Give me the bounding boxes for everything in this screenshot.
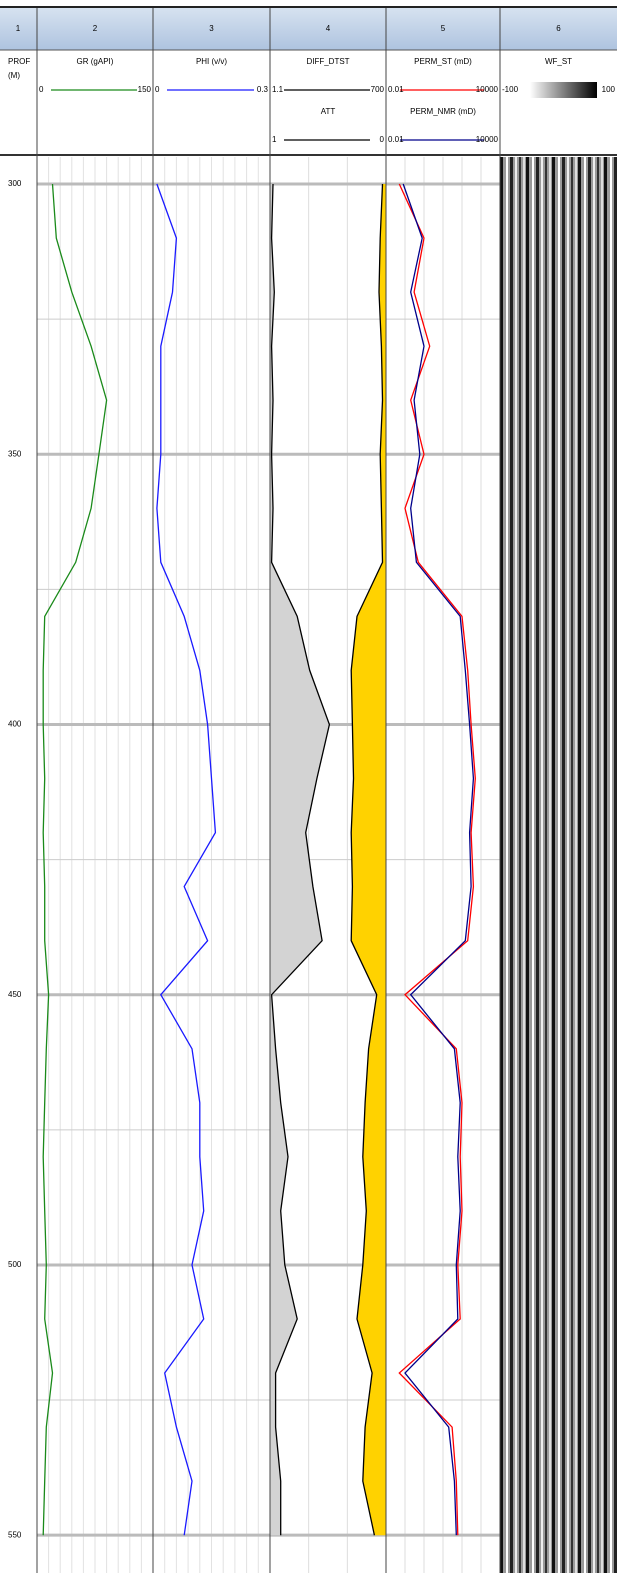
track-number: 3 (209, 24, 214, 33)
scale-min: 0 (39, 85, 44, 94)
scale-max: 0 (380, 135, 385, 144)
depth-label: 300 (8, 179, 22, 188)
waveform (500, 157, 617, 1573)
colorbar (530, 82, 597, 98)
depth-label: 500 (8, 1260, 22, 1269)
top-border (0, 6, 617, 8)
scale-min: 1 (272, 135, 277, 144)
scale-min: 0.01 (388, 85, 404, 94)
track-number: 5 (441, 24, 446, 33)
scale-max: 700 (371, 85, 385, 94)
track-number: 1 (16, 24, 21, 33)
depth-title: PROF (8, 57, 30, 66)
track-number: 6 (556, 24, 561, 33)
scale-min: 0 (155, 85, 160, 94)
depth-label: 350 (8, 449, 22, 458)
track-number: 2 (93, 24, 98, 33)
curve-name: PERM_ST (mD) (414, 57, 472, 66)
scale-max: 150 (138, 85, 152, 94)
depth-unit: (M) (8, 71, 20, 80)
scale-min: 0.01 (388, 135, 404, 144)
scale-max: 0.3 (257, 85, 269, 94)
track-number: 4 (326, 24, 331, 33)
scale-max: 100 (602, 85, 616, 94)
scale-min: -100 (502, 85, 519, 94)
curve-name: PERM_NMR (mD) (410, 107, 476, 116)
curve-name: DIFF_DTST (306, 57, 349, 66)
depth-label: 550 (8, 1530, 22, 1539)
well-log: 1 PROF (M) 3003504004505005502GR (gAPI)0… (0, 0, 617, 1573)
curve-name: PHI (v/v) (196, 57, 227, 66)
scale-max: 10000 (476, 85, 499, 94)
curve-name: WF_ST (545, 57, 572, 66)
scale-max: 10000 (476, 135, 499, 144)
curve-name: ATT (321, 107, 336, 116)
curve-fill (351, 184, 386, 1535)
scale-min: 1.1 (272, 85, 284, 94)
curve-name: GR (gAPI) (77, 57, 114, 66)
depth-label: 450 (8, 990, 22, 999)
depth-label: 400 (8, 720, 22, 729)
